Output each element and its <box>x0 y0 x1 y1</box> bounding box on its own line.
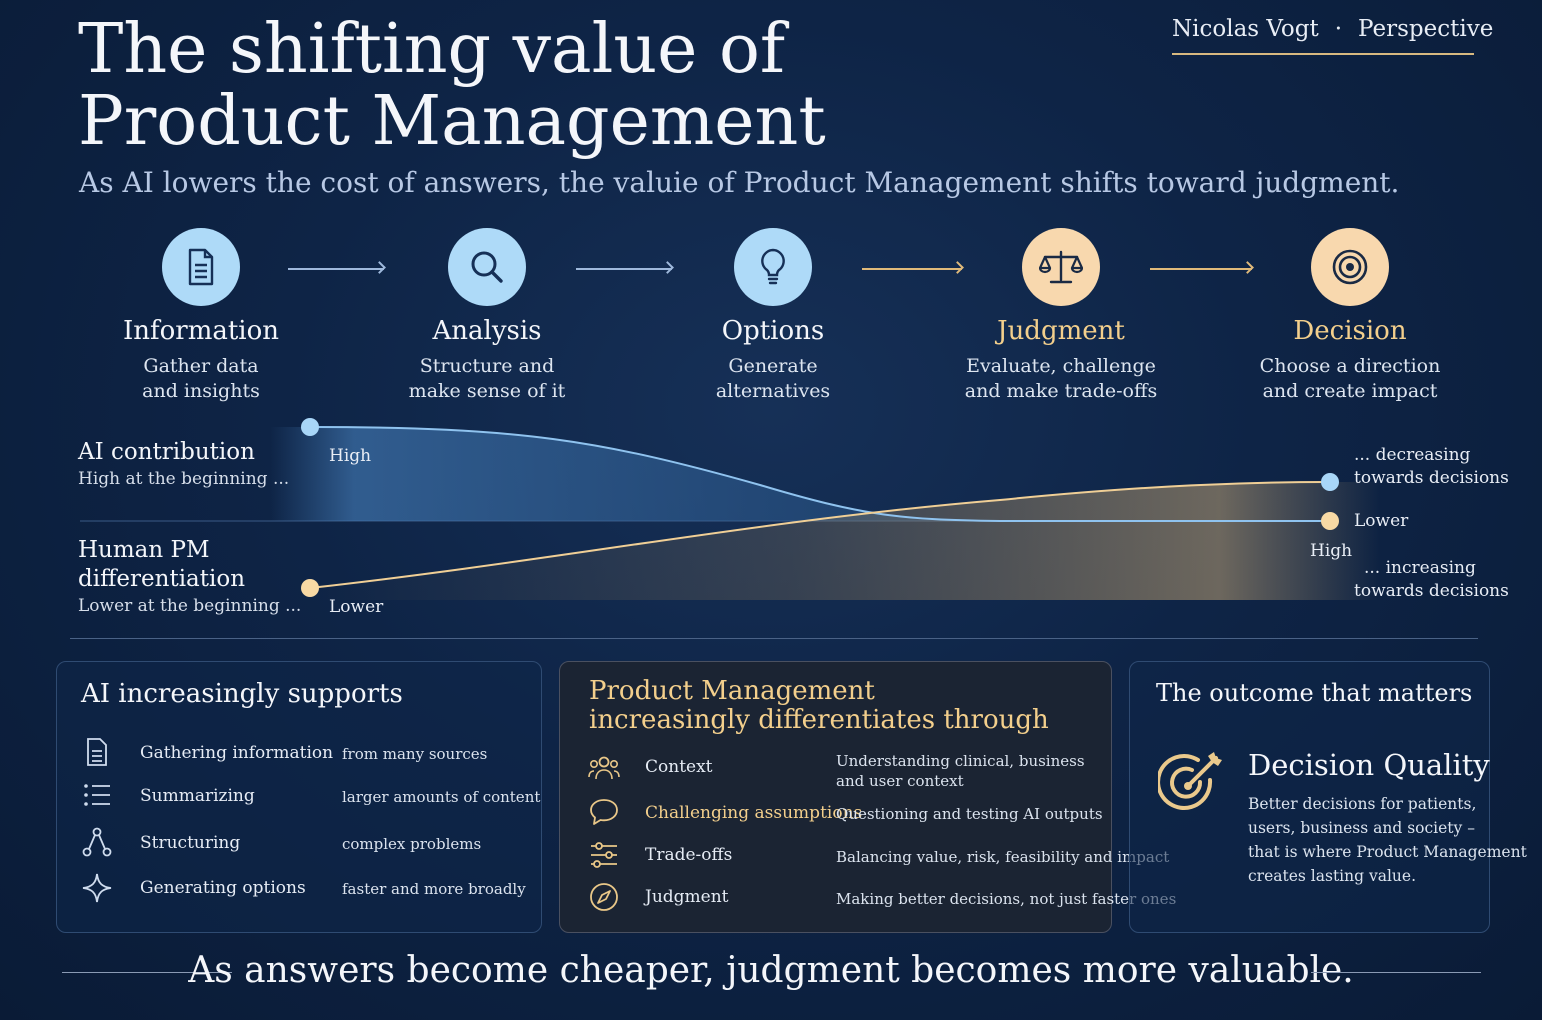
flow-arrow <box>576 268 672 270</box>
nodes-icon <box>81 826 113 858</box>
footer-rule-right <box>1311 972 1481 973</box>
section-divider <box>70 638 1478 639</box>
footer-rule-left <box>62 972 232 973</box>
byline-underline <box>1172 53 1474 55</box>
step-analysis: Analysis Structure and make sense of it <box>357 228 617 404</box>
ai-area <box>270 427 1330 521</box>
target-icon <box>1311 228 1389 306</box>
outcome-card: The outcome that matters Decision Qualit… <box>1129 661 1527 933</box>
human-end-dot <box>1321 473 1339 491</box>
ai-end-label: Lower <box>1354 511 1409 531</box>
ai-end-note: ... decreasing towards decisions <box>1354 445 1509 488</box>
title-line-2: Product Management <box>78 82 826 161</box>
sparkle-icon <box>81 872 113 904</box>
step-judgment: Judgment Evaluate, challenge and make tra… <box>931 228 1191 404</box>
step-description: Gather data and insights <box>142 355 260 402</box>
document-icon <box>81 736 113 768</box>
human-start-label: Lower <box>329 597 384 617</box>
speech-bubble-icon <box>588 796 620 828</box>
people-icon <box>588 752 620 784</box>
page-title: The shifting value of Product Management <box>78 14 826 158</box>
pm-differentiates-card: Product Management increasingly different… <box>559 661 1176 933</box>
card-title: Product Management increasingly different… <box>589 676 1049 735</box>
byline-tag: Perspective <box>1358 16 1494 42</box>
magnifier-icon <box>448 228 526 306</box>
author-name: Nicolas Vogt <box>1172 16 1319 42</box>
target-arrow-icon <box>1156 750 1228 824</box>
contribution-curves <box>80 418 1380 600</box>
decision-quality-title: Decision Quality <box>1248 748 1490 782</box>
page-subtitle: As AI lowers the cost of answers, the va… <box>79 166 1400 199</box>
flow-arrow <box>1150 268 1252 270</box>
flow-arrow <box>288 268 384 270</box>
human-pm-label: Human PM differentiation Lower at the be… <box>78 537 302 616</box>
human-start-dot <box>301 579 319 597</box>
human-end-label: High <box>1310 541 1353 561</box>
step-name: Decision <box>1293 316 1407 346</box>
step-description: Evaluate, challenge and make trade-offs <box>964 355 1158 402</box>
human-area <box>310 482 1380 600</box>
step-information: Information Gather data and insights <box>71 228 331 404</box>
step-description: Choose a direction and create impact <box>1259 355 1441 402</box>
document-icon <box>162 228 240 306</box>
ai-end-dot <box>1321 512 1339 530</box>
ai-start-dot <box>301 418 319 436</box>
card-title: The outcome that matters <box>1156 679 1473 707</box>
step-name: Analysis <box>432 316 542 346</box>
footer-tagline: As answers become cheaper, judgment beco… <box>188 950 1354 991</box>
compass-icon <box>588 881 620 913</box>
byline: Nicolas Vogt · Perspective <box>1172 16 1493 42</box>
flow-arrow <box>862 268 962 270</box>
decision-quality-description: Better decisions for patients, users, bu… <box>1248 795 1527 885</box>
step-decision: Decision Choose a direction and create im… <box>1220 228 1480 404</box>
card-title: AI increasingly supports <box>81 679 403 709</box>
byline-separator: · <box>1334 16 1343 42</box>
step-description: Structure and make sense of it <box>408 355 566 402</box>
ai-supports-card: AI increasingly supports Gathering infor… <box>56 661 542 933</box>
title-line-1: The shifting value of <box>78 10 786 89</box>
human-end-note: ... increasing towards decisions <box>1354 558 1509 601</box>
step-name: Judgment <box>997 316 1125 346</box>
step-name: Options <box>721 316 825 346</box>
ai-contribution-label: AI contribution High at the beginning ..… <box>78 439 290 489</box>
step-options: Options Generate alternatives <box>643 228 903 404</box>
sliders-icon <box>588 839 620 871</box>
human-curve <box>309 481 1331 589</box>
scales-icon <box>1022 228 1100 306</box>
ai-curve <box>309 426 1330 522</box>
lightbulb-icon <box>734 228 812 306</box>
step-name: Information <box>122 316 280 346</box>
ai-start-label: High <box>329 446 372 466</box>
step-description: Generate alternatives <box>715 355 831 402</box>
list-icon <box>81 779 113 811</box>
